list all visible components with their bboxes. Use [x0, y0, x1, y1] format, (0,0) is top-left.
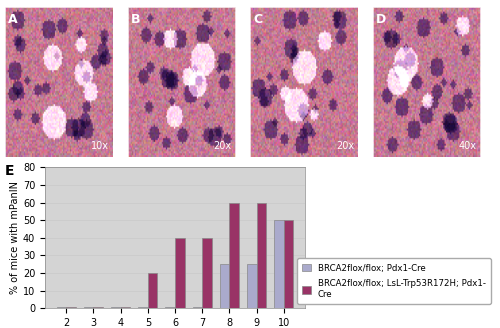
Bar: [166, 307, 175, 308]
Bar: [94, 307, 103, 308]
Bar: [284, 220, 293, 308]
Bar: [220, 264, 230, 308]
Text: 20x: 20x: [214, 141, 232, 152]
Bar: [120, 307, 130, 308]
Bar: [192, 307, 202, 308]
Text: A: A: [8, 12, 18, 26]
Bar: [138, 307, 148, 308]
Bar: [66, 307, 76, 308]
Text: 40x: 40x: [459, 141, 477, 152]
Bar: [230, 202, 239, 308]
Bar: [175, 238, 184, 308]
Bar: [274, 220, 283, 308]
Text: 10x: 10x: [92, 141, 110, 152]
Text: D: D: [376, 12, 386, 26]
Bar: [202, 238, 211, 308]
Bar: [256, 202, 266, 308]
Text: B: B: [130, 12, 140, 26]
Bar: [247, 264, 256, 308]
Text: 20x: 20x: [336, 141, 354, 152]
Bar: [57, 307, 66, 308]
Text: C: C: [253, 12, 262, 26]
Legend: BRCA2flox/flox; Pdx1-Cre, BRCA2flox/flox; LsL-Trp53R172H; Pdx1-
Cre: BRCA2flox/flox; Pdx1-Cre, BRCA2flox/flox…: [297, 258, 490, 304]
Y-axis label: % of mice with mPanIN: % of mice with mPanIN: [10, 181, 20, 294]
Text: E: E: [5, 164, 15, 178]
Bar: [111, 307, 120, 308]
Bar: [148, 273, 158, 308]
Bar: [84, 307, 94, 308]
